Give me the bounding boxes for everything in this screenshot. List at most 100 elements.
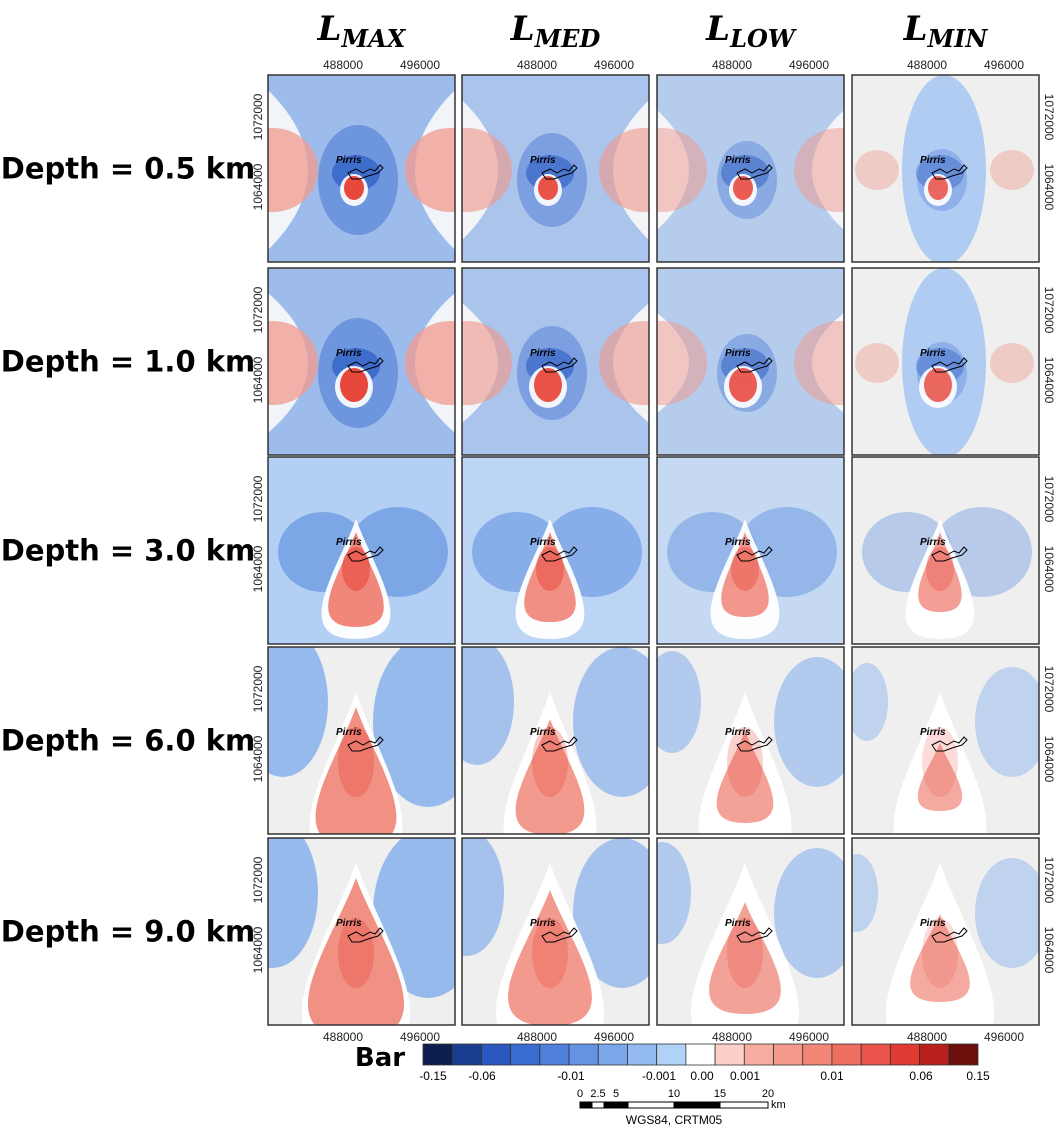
x-tick-label: 496000: [594, 58, 634, 72]
y-tick-label: 1072000: [1042, 666, 1056, 713]
header-symbol: L: [705, 9, 730, 49]
colorbar-swatch: [423, 1044, 452, 1065]
place-label: Pirris: [725, 155, 751, 166]
map-panel: Pirris10720001064000: [251, 457, 455, 644]
map-panel: Pirris: [657, 457, 844, 644]
place-label: Pirris: [530, 348, 556, 359]
scale-segment: [720, 1102, 768, 1108]
map-panel: Pirris: [440, 639, 671, 862]
place-label: Pirris: [530, 537, 556, 548]
x-tick-label: 488000: [323, 58, 363, 72]
place-label: Pirris: [530, 727, 556, 738]
colorbar-label: -0.15: [419, 1069, 447, 1083]
red-core: [344, 176, 364, 200]
red-core: [729, 368, 757, 402]
x-tick-label: 488000: [907, 58, 947, 72]
colorbar-swatch: [861, 1044, 890, 1065]
colorbar-label: -0.06: [468, 1069, 496, 1083]
y-tick-label: 1072000: [251, 475, 265, 522]
scale-segment: [592, 1102, 604, 1108]
colorbar-swatch: [657, 1044, 686, 1065]
place-label: Pirris: [530, 155, 556, 166]
colorbar-label: 0.00: [690, 1069, 714, 1083]
column-header: LLOW: [705, 9, 797, 53]
colorbar-label: 0.01: [820, 1069, 844, 1083]
scale-label: 0: [577, 1088, 583, 1100]
scale-segment: [580, 1102, 592, 1108]
red-core: [340, 368, 368, 402]
scale-label: 5: [613, 1088, 619, 1100]
y-tick-label: 1064000: [1042, 357, 1056, 404]
colorbar-swatch: [627, 1044, 656, 1065]
y-tick-label: 1064000: [1042, 546, 1056, 593]
blue-lobe: [975, 858, 1049, 968]
y-tick-label: 1072000: [251, 665, 265, 712]
x-tick-label: 488000: [517, 58, 557, 72]
map-content: Pirris: [228, 818, 483, 1053]
x-tick-label: 496000: [400, 58, 440, 72]
y-tick-label: 1072000: [1042, 476, 1056, 523]
red-core: [928, 176, 948, 200]
colorbar-swatch: [569, 1044, 598, 1065]
place-label: Pirris: [920, 918, 946, 929]
map-panel: Pirris48800049600010720001064000: [836, 838, 1056, 1053]
map-panel: Pirris488000496000: [430, 830, 671, 1053]
x-tick-label: 488000: [323, 1030, 363, 1044]
y-tick-label: 1072000: [251, 93, 265, 140]
scale-label: 10: [668, 1088, 680, 1100]
map-content: Pirris: [852, 75, 1039, 265]
colorbar-label: 0.001: [730, 1069, 760, 1083]
place-label: Pirris: [530, 918, 556, 929]
colorbar-swatch: [686, 1044, 715, 1065]
header-symbol: L: [903, 9, 928, 49]
colorbar-swatch: [540, 1044, 569, 1065]
red-core: [924, 368, 952, 402]
colorbar-swatch: [949, 1044, 978, 1065]
blue-lobe: [643, 651, 701, 753]
x-tick-label: 496000: [789, 1030, 829, 1044]
red-core: [733, 176, 753, 200]
y-tick-label: 1072000: [251, 856, 265, 903]
scale-segment: [628, 1102, 674, 1108]
x-tick-label: 488000: [712, 1030, 752, 1044]
colorbar-swatch: [744, 1044, 773, 1065]
blue-lobe: [774, 848, 860, 978]
header-subscript: MED: [534, 24, 601, 53]
red-lobe: [990, 343, 1034, 383]
map-content: Pirris: [846, 647, 1049, 862]
x-tick-label: 496000: [984, 1030, 1024, 1044]
y-tick-label: 1064000: [251, 735, 265, 782]
x-tick-label: 496000: [400, 1030, 440, 1044]
map-panel: Pirris: [643, 647, 860, 862]
place-label: Pirris: [920, 727, 946, 738]
place-label: Pirris: [336, 155, 362, 166]
colorbar-swatch: [774, 1044, 803, 1065]
colorbar-swatch: [832, 1044, 861, 1065]
place-label: Pirris: [920, 155, 946, 166]
place-label: Pirris: [336, 537, 362, 548]
row-label: Depth = 9.0 km: [1, 915, 255, 949]
scale-label: 15: [714, 1088, 726, 1100]
y-tick-label: 1064000: [251, 356, 265, 403]
map-panel: Pirris 1072000 1064000: [852, 457, 1056, 644]
map-content: Pirris: [462, 457, 649, 644]
place-label: Pirris: [920, 537, 946, 548]
header-subscript: MAX: [341, 24, 407, 53]
map-panel: Pirris 488000 496000: [422, 58, 689, 262]
y-tick-label: 1064000: [1042, 736, 1056, 783]
colorbar-label: 0.06: [909, 1069, 933, 1083]
red-lobe: [990, 150, 1034, 190]
red-lobe: [855, 150, 899, 190]
row-label: Depth = 3.0 km: [1, 534, 255, 568]
map-content: Pirris: [852, 268, 1039, 458]
scale-segment: [674, 1102, 720, 1108]
x-tick-label: 496000: [594, 1030, 634, 1044]
map-panel: Pirris10720001064000: [852, 268, 1056, 458]
place-label: Pirris: [336, 918, 362, 929]
projection: WGS84, CRTM05: [626, 1113, 723, 1127]
colorbar-swatch: [803, 1044, 832, 1065]
colorbar-swatch: [481, 1044, 510, 1065]
